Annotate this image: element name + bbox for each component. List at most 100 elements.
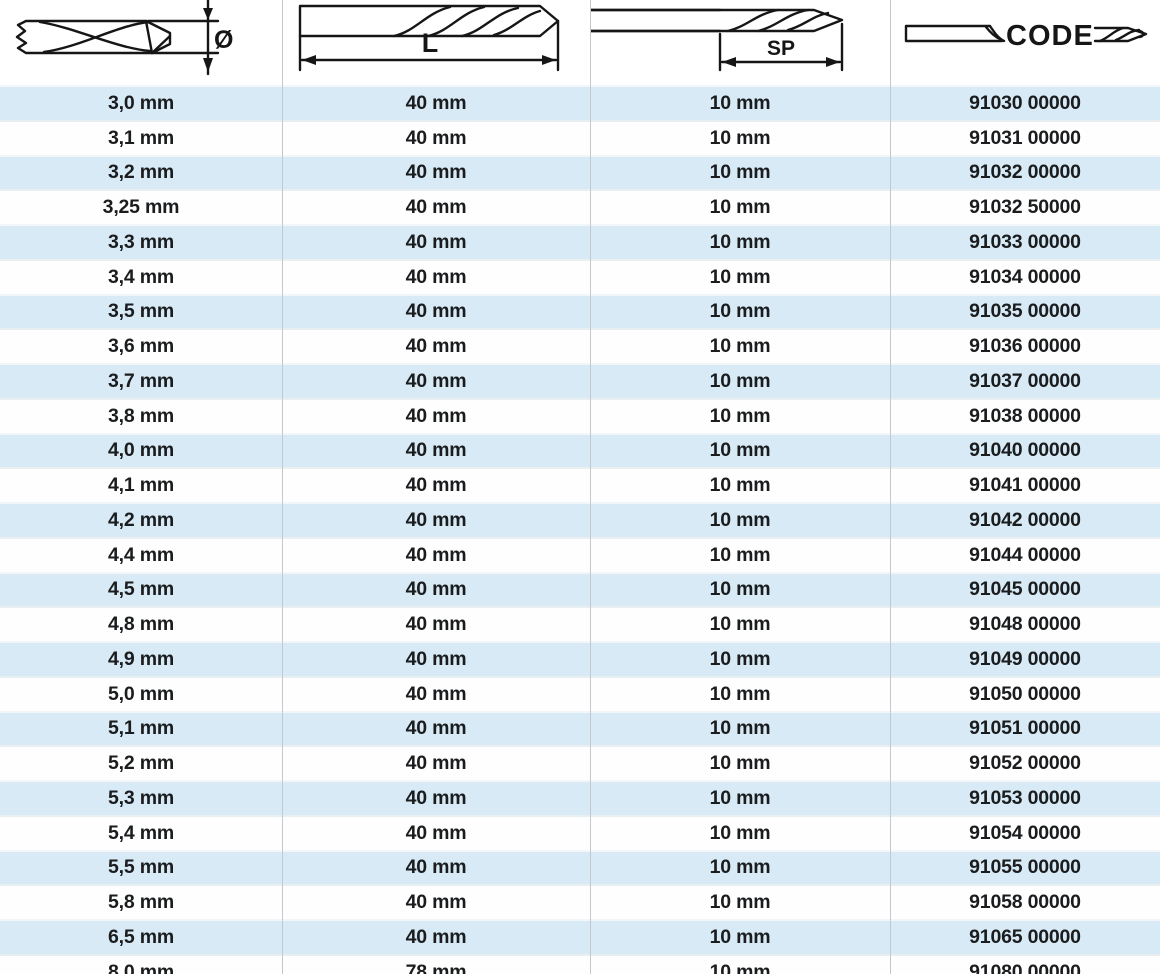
diameter-symbol-label: Ø [214, 26, 233, 54]
cell-length: 40 mm [405, 474, 467, 497]
cell-code: 91045 00000 [969, 578, 1081, 601]
cell-length: 40 mm [405, 613, 467, 636]
cell-spiral-length: 10 mm [709, 856, 771, 879]
cell-spiral-length: 10 mm [709, 369, 771, 392]
cell-code: 91033 00000 [969, 230, 1081, 253]
cell-diameter: 3,2 mm [107, 161, 174, 184]
cell-length: 40 mm [405, 682, 467, 705]
cell-length: 40 mm [405, 439, 467, 462]
table-row: 4,8 mm 40 mm 10 mm 91048 00000 [0, 606, 1160, 641]
cell-spiral-length: 10 mm [709, 752, 771, 775]
cell-code: 91037 00000 [969, 369, 1081, 392]
cell-length: 40 mm [405, 265, 467, 288]
table-row: 3,0 mm 40 mm 10 mm 91030 00000 [0, 85, 1160, 120]
cell-diameter: 5,1 mm [107, 717, 174, 740]
cell-code: 91032 50000 [969, 196, 1081, 219]
column-separator [282, 0, 283, 974]
header-sp: SP [590, 0, 890, 85]
cell-code: 91050 00000 [969, 682, 1081, 705]
cell-diameter: 5,5 mm [107, 856, 174, 879]
cell-length: 40 mm [405, 300, 467, 323]
cell-spiral-length: 10 mm [709, 682, 771, 705]
cell-length: 40 mm [405, 786, 467, 809]
cell-spiral-length: 10 mm [709, 717, 771, 740]
cell-length: 40 mm [405, 752, 467, 775]
cell-spiral-length: 10 mm [709, 821, 771, 844]
cell-spiral-length: 10 mm [709, 891, 771, 914]
cell-code: 91051 00000 [969, 717, 1081, 740]
cell-length: 40 mm [405, 856, 467, 879]
cell-code: 91034 00000 [969, 265, 1081, 288]
cell-length: 78 mm [405, 960, 467, 974]
header-diameter: Ø [0, 0, 282, 85]
cell-spiral-length: 10 mm [709, 578, 771, 601]
cell-spiral-length: 10 mm [709, 543, 771, 566]
cell-spiral-length: 10 mm [709, 508, 771, 531]
cell-code: 91052 00000 [969, 752, 1081, 775]
table-row: 3,5 mm 40 mm 10 mm 91035 00000 [0, 293, 1160, 329]
header-length: L [282, 0, 590, 85]
cell-code: 91053 00000 [969, 786, 1081, 809]
table-row: 5,1 mm 40 mm 10 mm 91051 00000 [0, 710, 1160, 746]
table-row: 5,0 mm 40 mm 10 mm 91050 00000 [0, 675, 1160, 711]
cell-spiral-length: 10 mm [709, 960, 771, 974]
cell-code: 91048 00000 [969, 613, 1081, 636]
spiral-length-symbol-label: SP [767, 37, 795, 60]
cell-spiral-length: 10 mm [709, 230, 771, 253]
cell-code: 91055 00000 [969, 856, 1081, 879]
table-row: 8,0 mm 78 mm 10 mm 91080 00000 [0, 953, 1160, 974]
cell-length: 40 mm [405, 230, 467, 253]
cell-diameter: 3,8 mm [107, 404, 174, 427]
table-row: 3,3 mm 40 mm 10 mm 91033 00000 [0, 224, 1160, 259]
cell-diameter: 5,0 mm [107, 682, 174, 705]
cell-spiral-length: 10 mm [709, 474, 771, 497]
cell-code: 91080 00000 [969, 960, 1081, 974]
column-separator [890, 0, 891, 974]
cell-code: 91054 00000 [969, 821, 1081, 844]
cell-length: 40 mm [405, 578, 467, 601]
table-row: 5,3 mm 40 mm 10 mm 91053 00000 [0, 780, 1160, 815]
cell-diameter: 4,2 mm [107, 508, 174, 531]
cell-spiral-length: 10 mm [709, 196, 771, 219]
drill-diameter-icon: Ø [15, 0, 233, 76]
cell-code: 91065 00000 [969, 925, 1081, 948]
table-row: 3,1 mm 40 mm 10 mm 91031 00000 [0, 119, 1160, 155]
cell-spiral-length: 10 mm [709, 126, 771, 149]
cell-length: 40 mm [405, 508, 467, 531]
column-separator [590, 0, 591, 974]
table-row: 6,5 mm 40 mm 10 mm 91065 00000 [0, 919, 1160, 954]
cell-spiral-length: 10 mm [709, 265, 771, 288]
cell-diameter: 3,5 mm [107, 300, 174, 323]
cell-diameter: 4,4 mm [107, 543, 174, 566]
cell-spiral-length: 10 mm [709, 613, 771, 636]
cell-code: 91044 00000 [969, 543, 1081, 566]
cell-code: 91038 00000 [969, 404, 1081, 427]
table-row: 4,1 mm 40 mm 10 mm 91041 00000 [0, 467, 1160, 502]
table-row: 5,2 mm 40 mm 10 mm 91052 00000 [0, 745, 1160, 780]
table-row: 5,5 mm 40 mm 10 mm 91055 00000 [0, 849, 1160, 885]
cell-spiral-length: 10 mm [709, 300, 771, 323]
cell-diameter: 3,3 mm [107, 230, 174, 253]
cell-length: 40 mm [405, 91, 467, 114]
table-row: 3,8 mm 40 mm 10 mm 91038 00000 [0, 397, 1160, 433]
cell-diameter: 4,1 mm [107, 474, 174, 497]
cell-code: 91030 00000 [969, 91, 1081, 114]
header-code: CODE [890, 0, 1160, 85]
table-row: 3,4 mm 40 mm 10 mm 91034 00000 [0, 258, 1160, 294]
cell-diameter: 8,0 mm [107, 960, 174, 974]
cell-diameter: 3,6 mm [107, 335, 174, 358]
cell-spiral-length: 10 mm [709, 404, 771, 427]
cell-diameter: 5,8 mm [107, 891, 174, 914]
cell-length: 40 mm [405, 404, 467, 427]
cell-spiral-length: 10 mm [709, 91, 771, 114]
cell-diameter: 5,4 mm [107, 821, 174, 844]
table-row: 3,25 mm 40 mm 10 mm 91032 50000 [0, 189, 1160, 224]
cell-length: 40 mm [405, 369, 467, 392]
table-row: 4,4 mm 40 mm 10 mm 91044 00000 [0, 536, 1160, 572]
cell-spiral-length: 10 mm [709, 786, 771, 809]
cell-length: 40 mm [405, 335, 467, 358]
table-row: 4,0 mm 40 mm 10 mm 91040 00000 [0, 432, 1160, 468]
cell-length: 40 mm [405, 717, 467, 740]
cell-spiral-length: 10 mm [709, 925, 771, 948]
